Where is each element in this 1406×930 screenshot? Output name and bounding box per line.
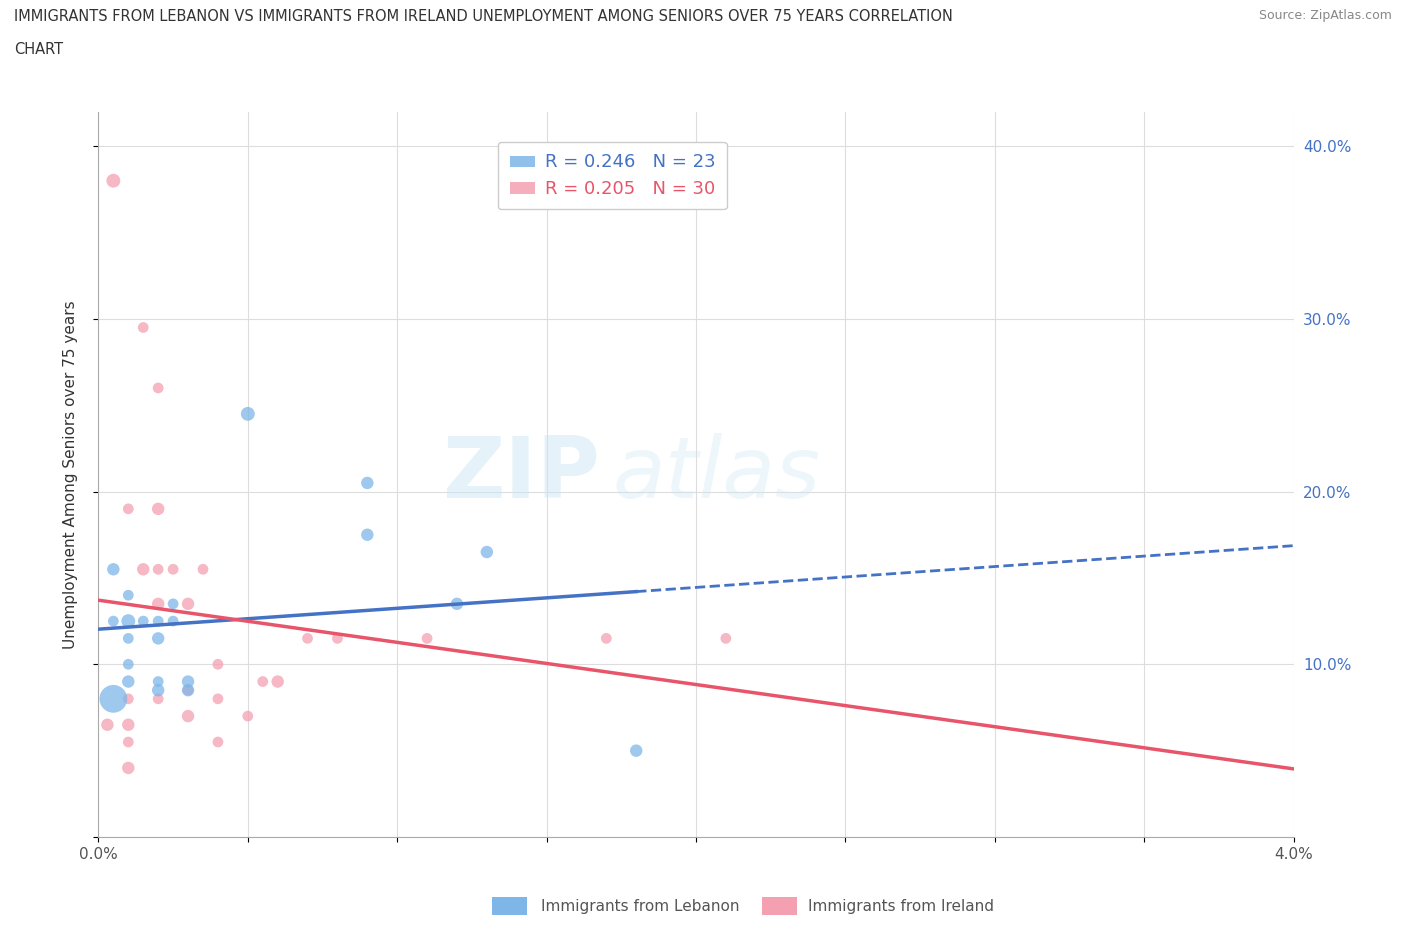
Point <box>103 691 125 706</box>
Text: Source: ZipAtlas.com: Source: ZipAtlas.com <box>1258 9 1392 22</box>
Point <box>162 596 184 611</box>
Point <box>148 596 170 611</box>
Point <box>624 743 647 758</box>
Point <box>475 545 498 560</box>
Point <box>117 761 139 776</box>
Point <box>162 614 184 629</box>
Point <box>207 735 229 750</box>
Point <box>117 501 139 516</box>
Point <box>103 562 125 577</box>
Point <box>252 674 274 689</box>
Point <box>148 631 170 645</box>
Point <box>117 614 139 629</box>
Text: Immigrants from Lebanon: Immigrants from Lebanon <box>541 899 740 914</box>
Point <box>267 674 290 689</box>
Point <box>117 588 139 603</box>
Point <box>326 631 349 645</box>
Legend: R = 0.246   N = 23, R = 0.205   N = 30: R = 0.246 N = 23, R = 0.205 N = 30 <box>498 141 727 209</box>
Point <box>177 683 200 698</box>
Point <box>117 631 139 645</box>
Point <box>191 562 214 577</box>
Text: Immigrants from Ireland: Immigrants from Ireland <box>808 899 994 914</box>
Point <box>117 735 139 750</box>
Point <box>103 173 125 188</box>
Point <box>96 717 118 732</box>
Point <box>162 562 184 577</box>
Point <box>117 657 139 671</box>
Point <box>595 631 617 645</box>
Point <box>148 501 170 516</box>
Point <box>148 562 170 577</box>
Point <box>446 596 468 611</box>
Point <box>148 683 170 698</box>
Point <box>177 674 200 689</box>
Point <box>236 709 259 724</box>
Point <box>356 527 378 542</box>
Point <box>207 691 229 706</box>
Point <box>236 406 259 421</box>
Point <box>117 717 139 732</box>
Point <box>297 631 319 645</box>
Text: IMMIGRANTS FROM LEBANON VS IMMIGRANTS FROM IRELAND UNEMPLOYMENT AMONG SENIORS OV: IMMIGRANTS FROM LEBANON VS IMMIGRANTS FR… <box>14 9 953 24</box>
Point <box>132 614 155 629</box>
Point <box>117 674 139 689</box>
Point <box>103 614 125 629</box>
Point <box>177 683 200 698</box>
Point <box>177 596 200 611</box>
Text: ZIP: ZIP <box>443 432 600 516</box>
Point <box>416 631 439 645</box>
Text: CHART: CHART <box>14 42 63 57</box>
Y-axis label: Unemployment Among Seniors over 75 years: Unemployment Among Seniors over 75 years <box>63 300 77 648</box>
Point <box>356 475 378 490</box>
Point <box>148 380 170 395</box>
Point <box>148 674 170 689</box>
Point <box>714 631 737 645</box>
Point <box>117 691 139 706</box>
Point <box>132 562 155 577</box>
Point <box>207 657 229 671</box>
Point <box>148 614 170 629</box>
Text: atlas: atlas <box>613 432 820 516</box>
Point <box>148 691 170 706</box>
Point <box>132 320 155 335</box>
Point <box>177 709 200 724</box>
